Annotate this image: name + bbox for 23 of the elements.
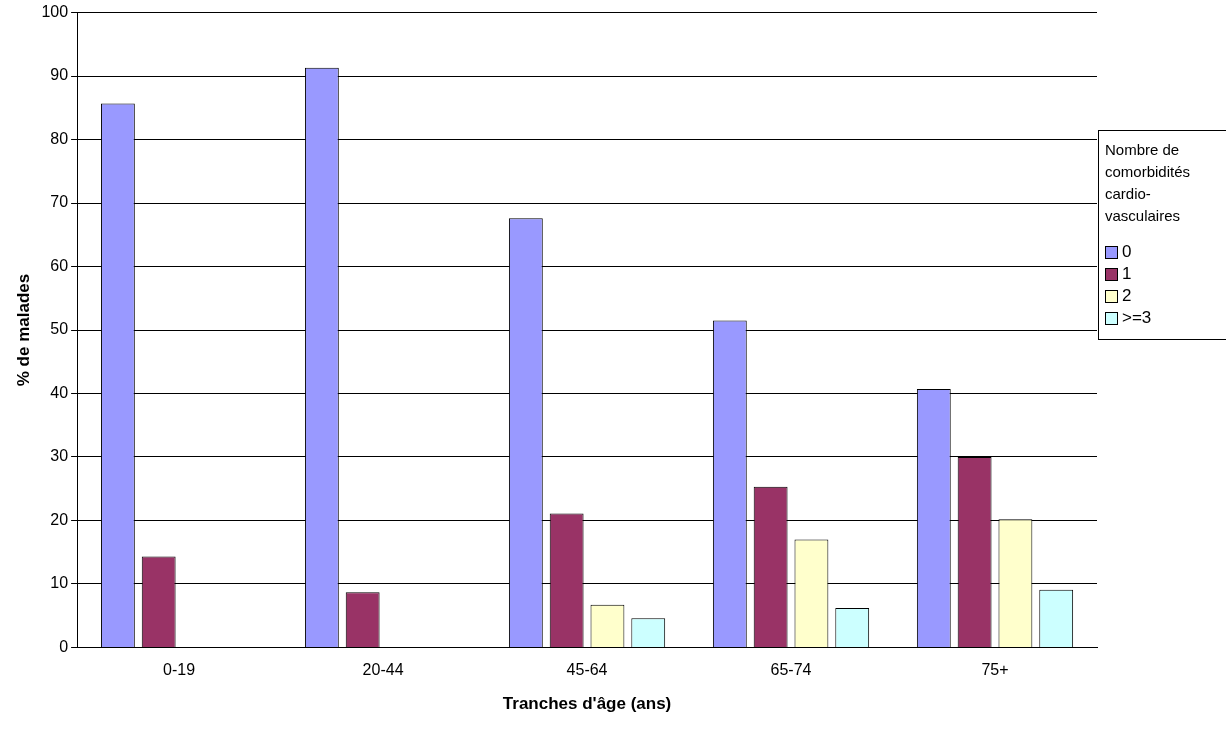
- y-tick-label: 0: [59, 637, 69, 655]
- y-tick-label: 100: [41, 3, 69, 21]
- x-axis-title: Tranches d'âge (ans): [502, 694, 672, 714]
- y-tick-label: 80: [50, 129, 69, 147]
- x-tick-label: 20-44: [362, 661, 404, 679]
- x-tick-label: 75+: [981, 661, 1009, 679]
- legend-label: 1: [1122, 263, 1132, 285]
- legend-label: >=3: [1122, 307, 1152, 329]
- x-tick-label: 65-74: [770, 661, 812, 679]
- y-axis-title: % de malades: [13, 273, 33, 387]
- legend-title: Nombre de comorbidités cardio-vasculaires: [1105, 140, 1192, 226]
- y-tick-label: 60: [50, 256, 69, 274]
- y-tick-label: 90: [50, 66, 69, 84]
- y-tick-label: 10: [50, 574, 69, 592]
- y-tick-label: 20: [50, 510, 69, 528]
- x-tick-label: 0-19: [163, 661, 196, 679]
- x-tick-label: 45-64: [566, 661, 608, 679]
- y-tick-label: 50: [50, 320, 69, 338]
- legend-label: 2: [1122, 285, 1132, 307]
- legend-label: 0: [1122, 241, 1132, 263]
- y-tick-label: 30: [50, 447, 69, 465]
- y-tick-label: 70: [50, 193, 69, 211]
- y-tick-label: 40: [50, 383, 69, 401]
